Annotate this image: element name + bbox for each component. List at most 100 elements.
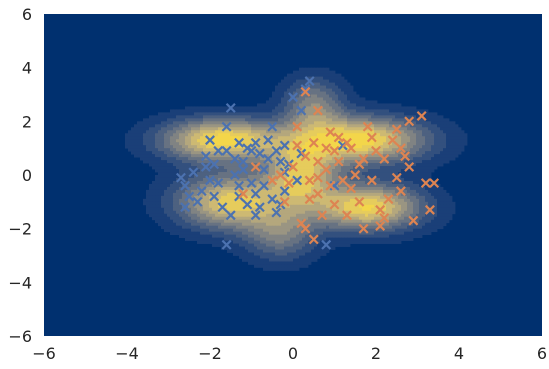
density-cell	[437, 124, 441, 128]
density-cell	[392, 198, 396, 203]
density-cell	[323, 73, 327, 78]
density-cell	[347, 219, 351, 224]
density-cell	[371, 100, 375, 104]
density-cell	[347, 201, 351, 206]
density-cell	[221, 166, 225, 170]
density-cell	[335, 169, 339, 173]
density-cell	[407, 130, 411, 134]
density-cell	[410, 231, 414, 236]
density-cell	[326, 175, 330, 179]
density-cell	[254, 216, 258, 221]
density-cell	[239, 151, 243, 155]
density-cell	[218, 127, 222, 131]
density-cell	[443, 148, 447, 152]
density-cell	[365, 115, 369, 119]
density-cell	[251, 175, 255, 179]
density-cell	[317, 85, 321, 89]
density-cell	[179, 225, 183, 230]
density-cell	[266, 207, 270, 212]
density-cell	[308, 109, 312, 113]
density-cell	[173, 228, 177, 233]
density-cell	[218, 106, 222, 110]
density-cell	[308, 219, 312, 224]
density-cell	[200, 142, 204, 146]
density-cell	[302, 172, 306, 176]
density-cell	[275, 180, 279, 185]
density-cell	[341, 180, 345, 185]
density-cell	[323, 139, 327, 143]
density-cell	[200, 222, 204, 227]
density-cell	[377, 183, 381, 188]
density-cell	[296, 222, 300, 227]
density-cell	[197, 216, 201, 221]
density-cell	[374, 154, 378, 158]
density-cell	[323, 82, 327, 86]
density-cell	[347, 133, 351, 137]
density-cell	[314, 183, 318, 188]
density-cell	[164, 169, 168, 173]
density-cell	[353, 231, 357, 236]
density-cell	[299, 213, 303, 218]
density-cell	[431, 154, 435, 158]
density-cell	[200, 180, 204, 185]
density-cell	[290, 115, 294, 119]
density-cell	[311, 246, 315, 250]
density-cell	[395, 234, 399, 239]
density-cell	[311, 115, 315, 119]
density-cell	[353, 145, 357, 149]
density-cell	[170, 169, 174, 173]
density-cell	[434, 154, 438, 158]
density-cell	[218, 198, 222, 203]
density-cell	[242, 106, 246, 110]
density-cell	[338, 207, 342, 212]
density-cell	[197, 169, 201, 173]
density-cell	[368, 109, 372, 113]
density-cell	[176, 213, 180, 218]
density-cell	[410, 210, 414, 215]
density-cell	[173, 127, 177, 131]
density-cell	[302, 163, 306, 167]
density-cell	[341, 175, 345, 179]
density-cell	[245, 213, 249, 218]
density-cell	[341, 240, 345, 244]
density-cell	[137, 127, 141, 131]
density-cell	[200, 213, 204, 218]
density-cell	[299, 169, 303, 173]
density-cell	[275, 145, 279, 149]
density-cell	[428, 228, 432, 233]
density-cell	[320, 201, 324, 206]
density-cell	[362, 231, 366, 236]
density-cell	[236, 145, 240, 149]
density-cell	[263, 127, 267, 131]
density-cell	[302, 210, 306, 215]
density-cell	[260, 243, 264, 247]
density-cell	[389, 231, 393, 236]
density-cell	[206, 186, 210, 191]
density-cell	[326, 97, 330, 101]
density-cell	[299, 240, 303, 244]
density-cell	[248, 207, 252, 212]
density-cell	[413, 198, 417, 203]
density-cell	[194, 175, 198, 179]
density-cell	[128, 148, 132, 152]
density-cell	[437, 186, 441, 191]
density-cell	[293, 103, 297, 107]
density-cell	[293, 189, 297, 194]
density-cell	[146, 204, 150, 209]
density-cell	[338, 82, 342, 86]
density-cell	[215, 228, 219, 233]
density-cell	[167, 207, 171, 212]
density-cell	[353, 106, 357, 110]
density-cell	[260, 210, 264, 215]
density-cell	[230, 246, 234, 250]
density-cell	[287, 130, 291, 134]
density-cell	[230, 157, 234, 161]
density-cell	[389, 201, 393, 206]
density-cell	[344, 169, 348, 173]
density-cell	[389, 118, 393, 122]
density-cell	[392, 225, 396, 230]
density-cell	[368, 195, 372, 200]
density-cell	[269, 243, 273, 247]
density-cell	[248, 172, 252, 176]
density-cell	[398, 136, 402, 140]
